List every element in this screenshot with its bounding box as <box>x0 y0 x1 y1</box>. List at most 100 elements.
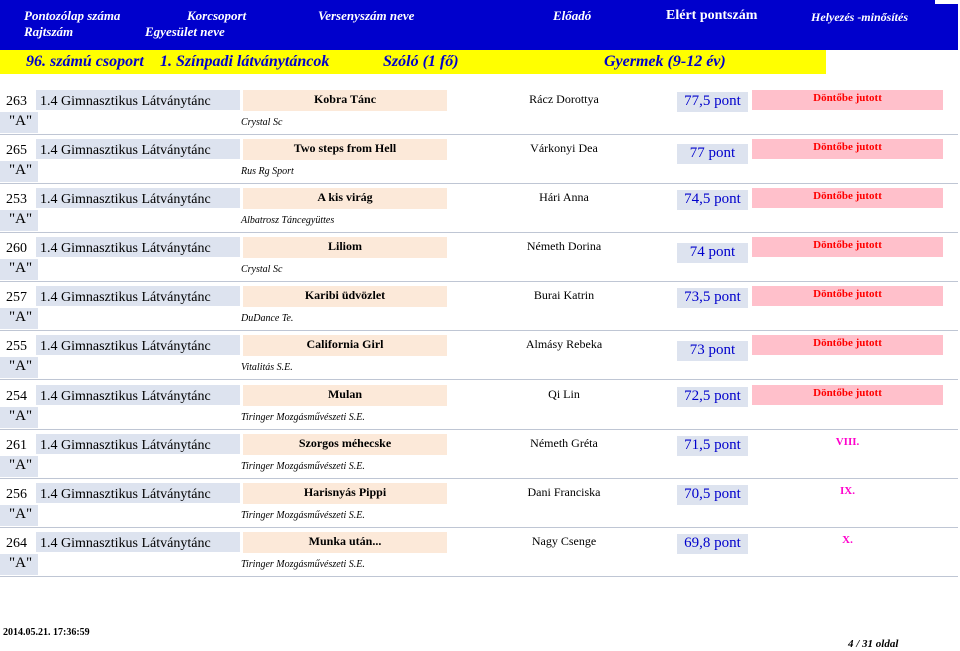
score-cell <box>677 92 748 112</box>
piece-title: Munka után... <box>308 534 382 548</box>
club-name: Crystal Sc <box>241 117 283 128</box>
level-label: "A" <box>0 407 38 428</box>
performer-name: Várkonyi Dea <box>530 141 598 155</box>
level-label: "A" <box>0 161 38 182</box>
group-format: Szóló (1 fő) <box>383 53 459 70</box>
header-event-name: Versenyszám neve <box>318 8 415 23</box>
score-value: 73,5 pont <box>684 289 741 305</box>
category-cell <box>36 237 240 257</box>
score-cell <box>677 534 748 554</box>
header-age-group: Korcsoport <box>187 8 247 23</box>
performer-name: Rácz Dorottya <box>529 92 599 106</box>
row-divider <box>0 232 958 233</box>
header-placement: Helyezés -minősítés <box>811 10 908 24</box>
piece-title: A kis virág <box>317 190 373 204</box>
title-cell <box>243 188 447 209</box>
result-cell <box>752 335 943 355</box>
row-divider <box>0 379 958 380</box>
level-label: "A" <box>0 554 38 575</box>
result-cell <box>752 90 943 110</box>
header-sheet-number: Pontozólap száma <box>24 8 121 23</box>
category-label: 1.4 Gimnasztikus Látványtánc <box>40 241 211 256</box>
result-status: Döntőbe jutott <box>813 288 882 300</box>
piece-title: Harisnyás Pippi <box>303 485 387 499</box>
row-divider <box>0 134 958 135</box>
result-cell <box>752 237 943 257</box>
level-label: "A" <box>0 112 38 133</box>
header-performer: Előadó <box>553 8 592 23</box>
header-start-number: Rajtszám <box>24 24 74 39</box>
category-label: 1.4 Gimnasztikus Látványtánc <box>40 339 211 354</box>
row-divider <box>0 576 958 577</box>
club-name: Tiringer Mozgásművészeti S.E. <box>241 559 365 570</box>
start-number: 253 <box>6 192 27 207</box>
title-cell <box>243 90 447 111</box>
category-label: 1.4 Gimnasztikus Látványtánc <box>40 94 211 109</box>
start-number: 265 <box>6 143 27 158</box>
score-value: 74 pont <box>689 244 736 260</box>
club-name: Tiringer Mozgásművészeti S.E. <box>241 510 365 521</box>
group-category: 1. Színpadi látványtáncok <box>160 53 330 70</box>
title-cell <box>243 385 447 406</box>
entry-row: 264 1.4 Gimnasztikus Látványtánc "A" Munka … <box>0 530 960 578</box>
row-divider <box>0 183 958 184</box>
start-number: 254 <box>6 389 27 404</box>
piece-title: Mulan <box>327 387 362 401</box>
piece-title: California Girl <box>306 337 384 351</box>
title-cell <box>243 532 447 553</box>
category-cell <box>36 434 240 454</box>
category-label: 1.4 Gimnasztikus Látványtánc <box>40 389 211 404</box>
category-cell <box>36 286 240 306</box>
title-cell <box>243 483 447 504</box>
result-status: IX. <box>840 485 855 497</box>
club-name: Tiringer Mozgásművészeti S.E. <box>241 412 365 423</box>
result-status: Döntőbe jutott <box>813 190 882 202</box>
result-status: Döntőbe jutott <box>813 141 882 153</box>
entry-row: 254 1.4 Gimnasztikus Látványtánc "A" Mulan T… <box>0 383 960 431</box>
score-value: 73 pont <box>689 342 736 358</box>
category-label: 1.4 Gimnasztikus Látványtánc <box>40 290 211 305</box>
score-value: 77,5 pont <box>684 93 741 109</box>
performer-name: Németh Dorina <box>526 239 602 253</box>
club-name: Crystal Sc <box>241 264 283 275</box>
row-divider <box>0 429 958 430</box>
row-divider <box>0 281 958 282</box>
piece-title: Szorgos méhecske <box>298 436 392 450</box>
category-cell <box>36 385 240 405</box>
header-bar: Pontozólap száma Rajtszám Korcsoport Egy… <box>0 0 935 50</box>
score-value: 71,5 pont <box>684 437 741 453</box>
start-number: 263 <box>6 94 27 109</box>
performer-name: Qi Lin <box>548 387 580 401</box>
level-label: "A" <box>0 456 38 477</box>
performer-name: Nagy Csenge <box>531 534 597 548</box>
club-name: Albatrosz Táncegyüttes <box>241 215 335 226</box>
print-timestamp: 2014.05.21. 17:36:59 <box>3 627 90 638</box>
result-status: Döntőbe jutott <box>813 239 882 251</box>
score-cell <box>677 243 748 263</box>
start-number: 256 <box>6 487 27 502</box>
title-cell <box>243 286 447 307</box>
group-number: 96. számú csoport <box>26 53 144 70</box>
piece-title: Kobra Tánc <box>313 92 377 106</box>
score-cell <box>677 190 748 210</box>
start-number: 255 <box>6 339 27 354</box>
category-label: 1.4 Gimnasztikus Látványtánc <box>40 438 211 453</box>
score-cell <box>677 436 748 456</box>
result-status: Döntőbe jutott <box>813 387 882 399</box>
header-club-name: Egyesület neve <box>145 24 225 39</box>
score-value: 72,5 pont <box>684 388 741 404</box>
entry-row: 263 1.4 Gimnasztikus Látványtánc "A" Kobra … <box>0 88 960 136</box>
result-cell <box>752 188 943 208</box>
level-label: "A" <box>0 210 38 231</box>
level-label: "A" <box>0 357 38 378</box>
entry-row: 253 1.4 Gimnasztikus Látványtánc "A" A kis … <box>0 186 960 234</box>
level-label: "A" <box>0 308 38 329</box>
result-cell <box>752 139 943 159</box>
row-divider <box>0 330 958 331</box>
score-value: 77 pont <box>689 145 736 161</box>
category-cell <box>36 483 240 503</box>
piece-title: Liliom <box>327 239 362 253</box>
result-status: Döntőbe jutott <box>813 337 882 349</box>
score-cell <box>677 288 748 308</box>
group-banner: 96. számú csoport 1. Színpadi látványtán… <box>0 50 826 74</box>
